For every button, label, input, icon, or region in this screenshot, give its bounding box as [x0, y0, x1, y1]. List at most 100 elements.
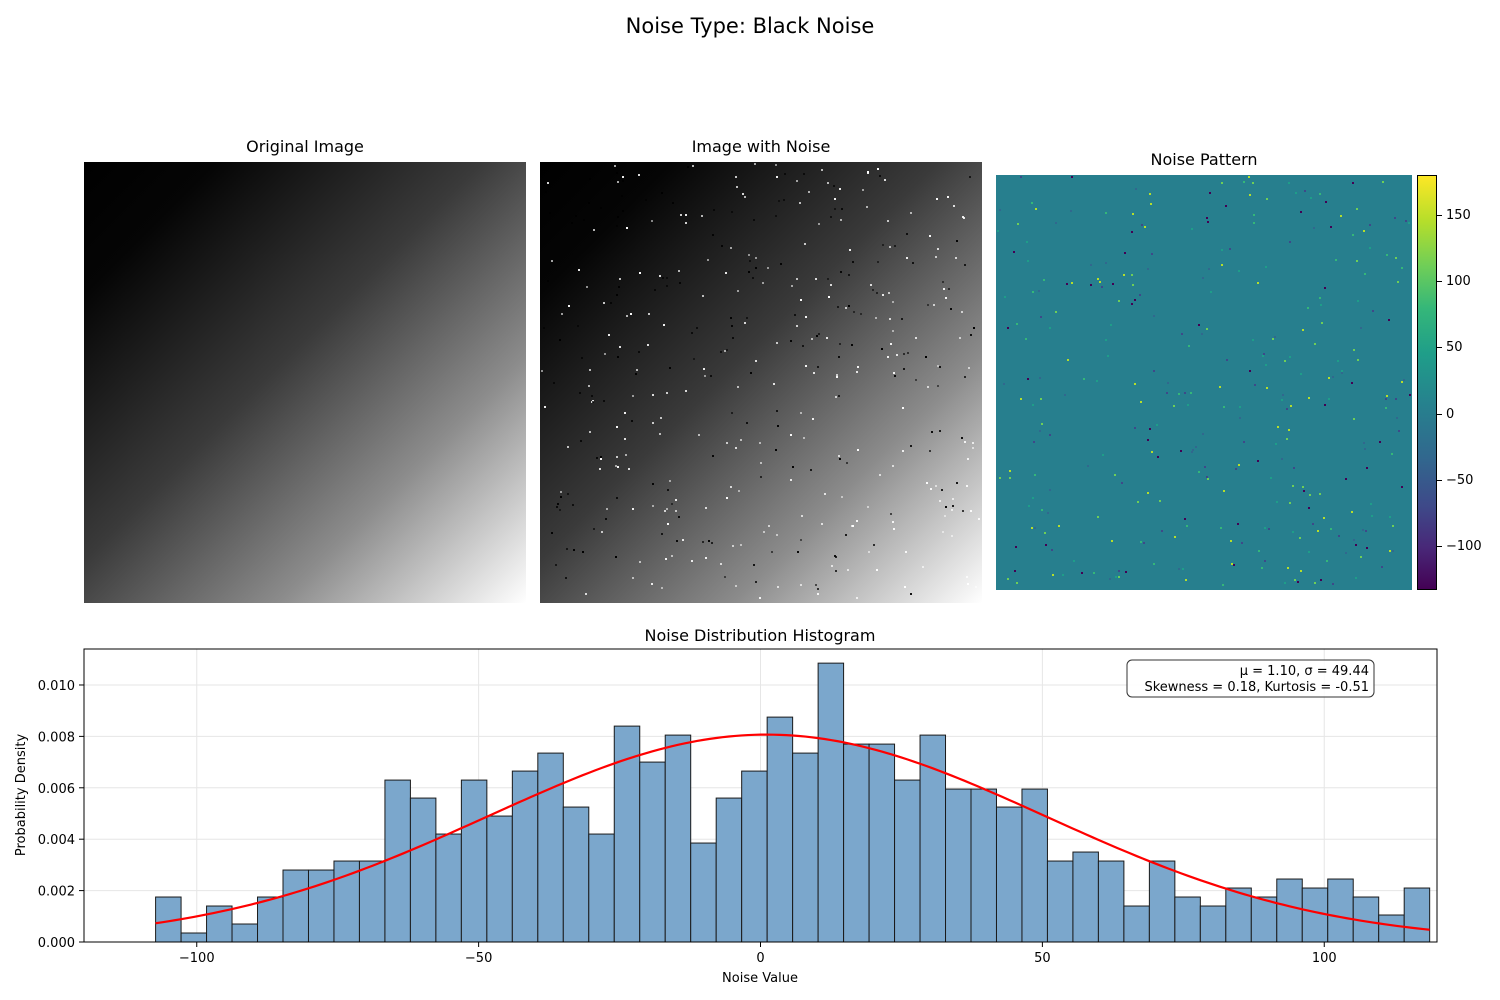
- noise-pixel: [1288, 502, 1291, 505]
- noise-speckle: [678, 515, 681, 518]
- noise-pixel: [1097, 278, 1100, 281]
- noise-speckle: [566, 445, 569, 448]
- noise-pixel: [1293, 466, 1296, 469]
- noise-speckle: [889, 246, 892, 249]
- noise-pixel: [1238, 269, 1241, 272]
- noise-speckle: [730, 412, 733, 415]
- noise-speckle: [901, 407, 904, 410]
- noise-speckle: [804, 365, 807, 368]
- noise-pixel: [1387, 319, 1390, 322]
- noise-speckle: [802, 345, 805, 348]
- noise-pixel: [1139, 401, 1142, 404]
- histogram-bar: [970, 788, 997, 943]
- noise-speckle: [546, 181, 549, 184]
- noise-pixel: [1265, 364, 1268, 367]
- noise-pixel: [1187, 345, 1190, 348]
- noise-speckle: [857, 365, 860, 368]
- noise-speckle: [651, 583, 654, 586]
- noise-pixel: [1202, 432, 1205, 435]
- noise-speckle: [817, 333, 820, 336]
- noise-speckle: [834, 395, 837, 398]
- noise-pixel: [1006, 577, 1009, 580]
- noise-speckle: [902, 353, 905, 356]
- noise-pixel: [1260, 566, 1263, 569]
- noise-speckle: [887, 220, 890, 223]
- noise-pixel: [1408, 221, 1411, 224]
- noise-pixel: [1206, 477, 1209, 480]
- noise-speckle: [551, 260, 554, 263]
- noise-pixel: [1273, 336, 1276, 339]
- y-tick-label: 0.010: [38, 679, 75, 694]
- noise-speckle: [951, 508, 954, 511]
- histogram-bar: [792, 752, 819, 943]
- noise-speckle: [711, 542, 714, 545]
- noise-pixel: [1400, 267, 1403, 270]
- noise-speckle: [696, 327, 699, 330]
- noise-speckle: [967, 583, 970, 586]
- noise-pixel: [1114, 474, 1117, 477]
- noise-pixel: [1386, 394, 1389, 397]
- noise-speckle: [789, 434, 792, 437]
- noise-speckle: [678, 281, 681, 284]
- noise-speckle: [967, 458, 970, 461]
- noise-pixel: [1237, 463, 1240, 466]
- noise-pixel: [1275, 501, 1278, 504]
- noise-pixel: [1362, 229, 1365, 232]
- noise-pixel: [1106, 355, 1109, 358]
- noise-speckle: [938, 429, 941, 432]
- noise-pixel: [1329, 528, 1332, 531]
- noise-pixel: [1389, 515, 1392, 518]
- noise-pixel: [1378, 440, 1381, 443]
- noise-speckle: [616, 496, 619, 499]
- noise-pixel: [1339, 215, 1342, 218]
- noise-speckle: [935, 484, 938, 487]
- noise-pixel: [1220, 182, 1223, 185]
- original-image-title: Original Image: [246, 137, 364, 156]
- noise-pixel: [1134, 382, 1137, 385]
- noise-pixel: [1400, 380, 1403, 383]
- noise-speckle: [838, 188, 841, 191]
- noise-pixel: [1189, 392, 1192, 395]
- noise-speckle: [777, 586, 780, 589]
- noise-pixel: [1208, 192, 1211, 195]
- noise-pixel: [1082, 378, 1085, 381]
- noise-pixel: [1319, 304, 1322, 307]
- noise-speckle: [734, 175, 737, 178]
- noise-pixel: [1288, 355, 1291, 358]
- noise-speckle: [783, 173, 786, 176]
- noise-speckle: [796, 277, 799, 280]
- noise-pixel: [1307, 506, 1310, 509]
- noise-speckle: [848, 305, 851, 308]
- noise-pixel: [1395, 397, 1398, 400]
- noise-pixel: [1055, 222, 1058, 225]
- noise-pixel: [1312, 226, 1315, 229]
- noise-speckle: [632, 577, 635, 580]
- noise-pixel: [1266, 387, 1269, 390]
- noise-pixel: [1363, 448, 1366, 451]
- noise-pixel: [1221, 249, 1224, 252]
- noise-pixel: [1267, 527, 1270, 530]
- noise-speckle: [603, 352, 606, 355]
- noise-pixel: [1248, 193, 1251, 196]
- noise-speckle: [565, 576, 568, 579]
- noise-speckle: [936, 248, 939, 251]
- noise-speckle: [626, 315, 629, 318]
- noise-pixel: [1073, 560, 1076, 563]
- histogram-bar: [588, 833, 615, 943]
- noise-speckle: [616, 215, 619, 218]
- stats-mean-sigma: μ = 1.10, σ = 49.44: [1240, 664, 1369, 679]
- noise-speckle: [724, 576, 726, 579]
- noise-pixel: [1390, 453, 1393, 456]
- noise-speckle: [775, 175, 778, 178]
- noise-pixel: [1365, 546, 1368, 549]
- noise-pixel: [1032, 496, 1035, 499]
- noise-speckle: [951, 504, 954, 507]
- noise-speckle: [652, 504, 655, 507]
- noise-speckle: [775, 215, 778, 218]
- noise-speckle: [774, 164, 777, 167]
- noise-speckle: [969, 510, 972, 513]
- noise-speckle: [866, 505, 869, 508]
- noise-pixel: [1257, 459, 1260, 462]
- noise-pixel: [1071, 176, 1074, 179]
- noise-pixel: [1230, 540, 1233, 543]
